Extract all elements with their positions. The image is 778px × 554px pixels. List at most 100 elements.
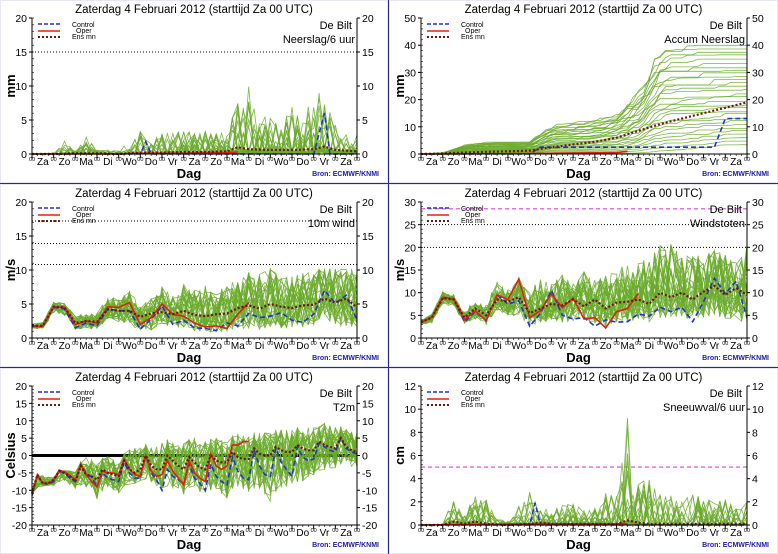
chart-windstoten: Zaterdag 4 Februari 2012 (starttijd Za 0… [392, 188, 769, 365]
day-label: Wo [664, 528, 679, 539]
day-label: Ma [621, 157, 635, 168]
y-tick-label: 6 [410, 451, 416, 463]
y-tick-label: 15 [752, 265, 764, 277]
y-tick-label: 20 [404, 95, 416, 107]
y-tick-label: 25 [752, 220, 764, 232]
divider-horizontal-1 [0, 183, 778, 184]
day-label: Vr [320, 528, 330, 539]
x-tick-label-00: 00 [679, 157, 685, 163]
x-tick-label-00: 00 [311, 341, 317, 347]
x-tick-label-00: 00 [570, 157, 576, 163]
x-tick-label-00: 00 [94, 341, 100, 347]
ensemble-member-line [31, 430, 358, 496]
x-tick-label-00: 00 [657, 528, 663, 534]
x-tick-label-00: 00 [744, 157, 750, 163]
x-tick-label-00: 00 [505, 528, 511, 534]
station-label: De Bilt [320, 388, 352, 400]
ensemble-member-line [31, 430, 358, 497]
y-tick-label: 10 [404, 122, 416, 134]
x-tick-label-00: 00 [461, 341, 467, 347]
legend-control-label: Control [461, 206, 484, 213]
day-label: Za [37, 341, 49, 352]
x-tick-label-00: 00 [548, 157, 554, 163]
control-line [31, 436, 358, 496]
day-label: Zo [210, 341, 222, 352]
y-tick-label: 15 [15, 398, 27, 410]
y-tick-label: 40 [752, 40, 764, 52]
source-label: Bron: ECMWF/KNMI [702, 171, 769, 178]
x-tick-label-00: 00 [700, 157, 706, 163]
y-tick-label: 0 [752, 333, 758, 345]
x-tick-label-00: 00 [354, 341, 360, 347]
x-tick-label-00: 00 [311, 157, 317, 163]
day-label: Ma [231, 157, 245, 168]
x-tick-label-00: 00 [94, 528, 100, 534]
day-label: Zo [600, 528, 612, 539]
oper-line [32, 301, 250, 330]
x-tick-label-00: 00 [246, 157, 252, 163]
y-axis-label: cm [392, 446, 407, 465]
legend-oper-label: Oper [465, 28, 481, 35]
day-label: Ma [468, 157, 482, 168]
x-tick-label-00: 00 [289, 157, 295, 163]
y-tick-label: 10 [404, 404, 416, 416]
x-tick-label-00: 00 [72, 157, 78, 163]
chart-wind10m: Zaterdag 4 Februari 2012 (starttijd Za 0… [3, 188, 379, 365]
day-label: Wo [664, 341, 679, 352]
x-tick-label-00: 00 [332, 528, 338, 534]
station-label: De Bilt [710, 388, 742, 400]
day-label: Di [492, 341, 501, 352]
x-tick-label-00: 00 [527, 528, 533, 534]
y-tick-label: 20 [15, 381, 27, 393]
legend-ens-mean-label: Ens mn [72, 218, 96, 225]
x-tick-label-00: 00 [246, 341, 252, 347]
day-label: Wo [511, 341, 526, 352]
day-label: Vr [710, 341, 720, 352]
day-label: Za [426, 157, 438, 168]
legend-control-label: Control [461, 390, 484, 397]
x-tick-label-00: 00 [311, 528, 317, 534]
x-tick-label-00: 00 [418, 341, 424, 347]
day-label: Za [37, 528, 49, 539]
x-tick-label-00: 00 [679, 341, 685, 347]
y-tick-label: 30 [404, 67, 416, 79]
ensemble-member-line [421, 130, 747, 155]
day-label: Do [296, 528, 309, 539]
y-tick-label: 10 [362, 416, 374, 428]
x-tick-label-00: 00 [354, 157, 360, 163]
day-label: Za [340, 528, 352, 539]
legend-ens-mean-label: Ens mn [72, 402, 96, 409]
day-label: Do [534, 157, 547, 168]
y-tick-label: -10 [362, 485, 377, 497]
x-tick-label-00: 00 [289, 528, 295, 534]
x-tick-label-00: 00 [418, 157, 424, 163]
ensemble-member-line [420, 85, 747, 155]
y-tick-label: 10 [15, 81, 27, 93]
day-label: Vr [168, 528, 178, 539]
y-tick-label: 40 [404, 40, 416, 52]
y-tick-label: 20 [362, 381, 374, 393]
ensemble-member-line [420, 113, 747, 155]
y-tick-label: 12 [404, 381, 416, 393]
day-label: Di [644, 157, 653, 168]
x-tick-label-00: 00 [202, 341, 208, 347]
y-tick-label: 15 [362, 47, 374, 59]
ensemble-member-line [31, 427, 358, 497]
divider-vertical [388, 0, 389, 554]
day-label: Za [730, 157, 742, 168]
y-axis-label: m/s [3, 259, 18, 281]
day-label: Zo [210, 528, 222, 539]
day-label: Vr [168, 157, 178, 168]
x-tick-label-00: 00 [51, 341, 57, 347]
day-label: Wo [274, 528, 289, 539]
x-tick-label-00: 00 [483, 157, 489, 163]
y-tick-label: 20 [15, 197, 27, 209]
y-tick-label: 15 [15, 47, 27, 59]
y-axis-label: mm [392, 74, 407, 97]
day-label: Di [103, 157, 112, 168]
x-tick-label-00: 00 [548, 528, 554, 534]
y-axis-label: mm [3, 74, 18, 97]
x-tick-label-00: 00 [722, 341, 728, 347]
x-tick-label-00: 00 [332, 157, 338, 163]
